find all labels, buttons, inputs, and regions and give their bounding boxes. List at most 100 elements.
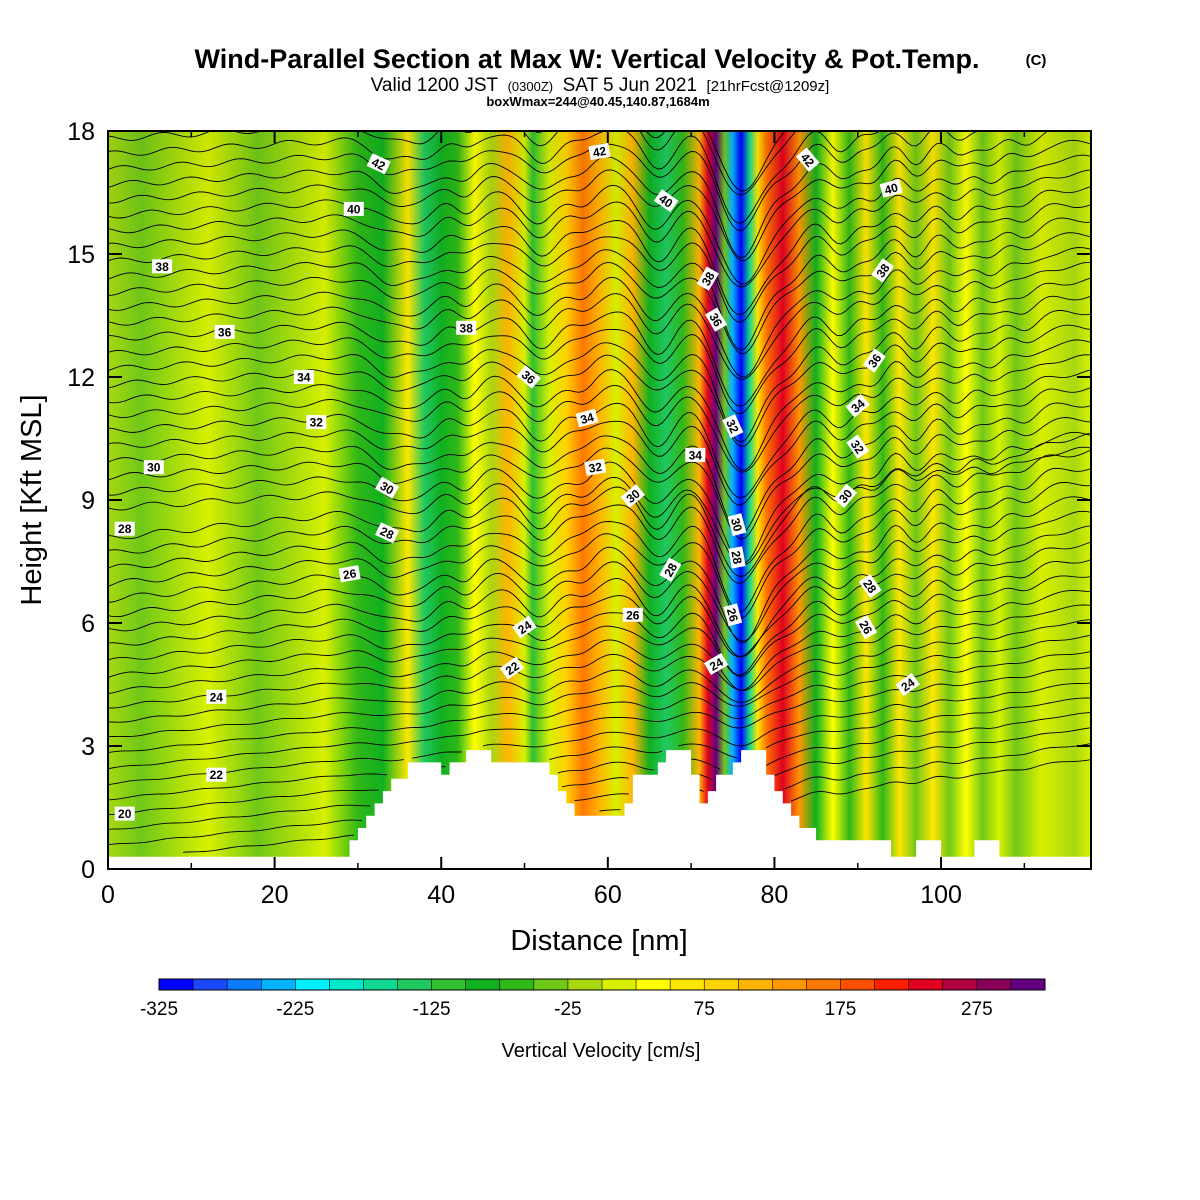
- contour-label-text: 36: [706, 311, 725, 330]
- x-tick-label: 20: [261, 881, 289, 909]
- contour-label-text: 30: [378, 479, 397, 498]
- contour-label-bg: [512, 615, 537, 639]
- contour-label: 22: [499, 656, 525, 680]
- contour-label: 32: [584, 458, 607, 476]
- contour-label-bg: [375, 522, 400, 544]
- contour-label-text: 42: [369, 155, 387, 173]
- theta-contours: [108, 131, 1091, 853]
- contour-label-bg: [499, 656, 525, 680]
- contour-label-bg: [659, 557, 682, 582]
- theta-contour: [108, 651, 1091, 754]
- x-axis-title: Distance [nm]: [510, 925, 687, 957]
- contour-label-bg: [374, 476, 400, 499]
- colorbar-label: 275: [961, 999, 993, 1020]
- colorbar-swatch: [874, 979, 910, 990]
- contour-label: 38: [456, 320, 477, 335]
- y-tick-label: 3: [81, 733, 95, 761]
- contour-label: 42: [366, 153, 391, 175]
- x-tick-label: 0: [101, 881, 115, 909]
- theta-contour: [108, 185, 1091, 315]
- contour-label-text: 40: [883, 180, 900, 197]
- contour-label: 20: [114, 806, 135, 821]
- contour-label-text: 26: [626, 608, 640, 622]
- theta-contour: [108, 467, 1091, 613]
- colorbar-swatch: [193, 979, 228, 990]
- theta-contour: [108, 277, 1091, 407]
- theta-contour: [108, 295, 1091, 414]
- theta-contour: [108, 446, 1091, 566]
- colorbar-swatch: [533, 979, 569, 990]
- contour-label-text: 32: [588, 460, 604, 476]
- contour-label-text: 24: [707, 655, 726, 674]
- colorbar-swatch: [636, 979, 671, 990]
- theta-contour: [108, 510, 1091, 642]
- contour-label: 30: [727, 513, 747, 537]
- contour-label-bg: [727, 513, 747, 537]
- contour-label: 32: [846, 434, 870, 459]
- theta-contour: [182, 759, 1091, 853]
- contour-label-text: 28: [378, 524, 396, 542]
- colorbar-swatch: [704, 979, 739, 990]
- contour-label-bg: [584, 458, 607, 476]
- theta-contour: [108, 667, 1091, 770]
- contour-label-text: 40: [347, 202, 361, 216]
- contour-label-bg: [796, 147, 820, 172]
- colorbar-label: -225: [276, 999, 314, 1020]
- colorbar-label: -125: [413, 999, 451, 1020]
- contour-label-text: 28: [118, 522, 132, 536]
- x-tick-label: 40: [427, 881, 455, 909]
- x-tick-label: 100: [920, 881, 962, 909]
- contour-label-bg: [879, 179, 903, 198]
- colorbar-label: -25: [554, 999, 581, 1020]
- theta-contour: [108, 481, 1091, 619]
- colorbar-swatch: [227, 979, 262, 990]
- contour-label: 32: [306, 415, 327, 430]
- contour-label: 28: [728, 546, 746, 569]
- theta-contour: [108, 339, 1091, 471]
- contour-label-bg: [114, 521, 135, 536]
- theta-contour: [108, 232, 1091, 355]
- contour-label-bg: [588, 142, 611, 161]
- theta-contour: [108, 169, 1091, 288]
- contour-label-bg: [152, 259, 173, 274]
- contour-label: 42: [796, 147, 820, 172]
- valid-forecast: [21hrFcst@1209z]: [707, 78, 830, 95]
- contour-label-bg: [855, 614, 878, 640]
- theta-contour: [108, 417, 1091, 540]
- y-tick-label: 12: [67, 364, 95, 392]
- theta-contour: [108, 634, 1091, 738]
- contour-label-bg: [653, 189, 679, 213]
- contour-label-text: 26: [856, 618, 875, 637]
- contour-label-text: 20: [118, 807, 132, 821]
- contour-label-text: 34: [579, 410, 596, 427]
- contour-label: 34: [575, 408, 599, 428]
- theta-contour: [108, 324, 1091, 447]
- y-tick-label: 6: [81, 610, 95, 638]
- contour-label-text: 24: [210, 690, 224, 704]
- contour-label: 40: [879, 179, 903, 198]
- contour-label: 24: [512, 615, 537, 639]
- contour-label: 28: [375, 522, 400, 544]
- contour-label-text: 28: [661, 560, 680, 579]
- contour-label: 24: [703, 652, 729, 676]
- theta-contour: [108, 154, 1091, 285]
- theta-contour: [108, 682, 1091, 786]
- colorbar-label: 75: [694, 999, 715, 1020]
- contour-label-bg: [728, 546, 746, 569]
- theta-contour: [108, 217, 1091, 351]
- contour-label: 34: [293, 370, 314, 385]
- contour-label: 36: [862, 348, 886, 373]
- contour-label-bg: [703, 652, 729, 676]
- contour-label-text: 30: [728, 516, 745, 533]
- contour-label: 24: [206, 689, 227, 704]
- contour-label-text: 22: [210, 768, 224, 782]
- valid-utc: (0300Z): [508, 79, 554, 94]
- colorbar-swatch: [976, 979, 1012, 990]
- colorbar-swatch: [806, 979, 841, 990]
- contour-label: 42: [588, 142, 611, 161]
- contour-label: 38: [152, 259, 173, 274]
- contour-label: 32: [722, 414, 744, 439]
- contour-labels: 20 22 24 26 28 28 30 30 32 34 36 38 38 40 42 22 24 26 28 30…: [114, 142, 920, 821]
- contour-label: 26: [338, 565, 361, 583]
